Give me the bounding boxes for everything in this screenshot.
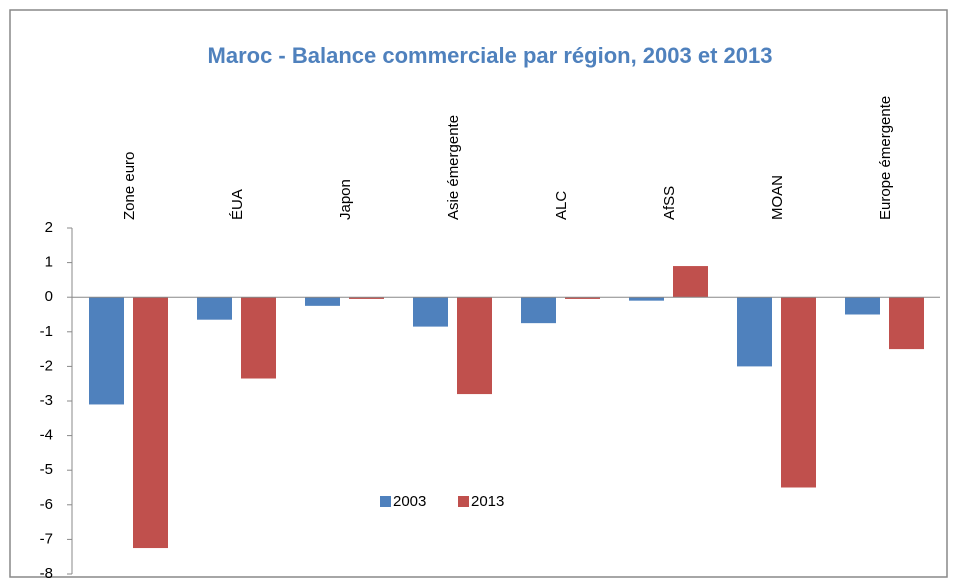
y-tick-label: -1 (40, 323, 53, 340)
x-tick-label: ALC (553, 191, 570, 220)
legend-swatch (380, 496, 391, 507)
bar (673, 266, 708, 298)
x-tick-label: AfSS (661, 186, 678, 220)
y-tick-label: -5 (40, 461, 53, 478)
legend-swatch (458, 496, 469, 507)
bar (349, 297, 384, 299)
bar (629, 297, 664, 301)
bar (241, 297, 276, 379)
y-tick-label: -2 (40, 357, 53, 374)
bar (565, 297, 600, 299)
bar (413, 297, 448, 327)
y-tick-label: -3 (40, 392, 53, 409)
x-tick-label: MOAN (769, 175, 786, 220)
x-tick-label: ÉUA (229, 189, 246, 220)
x-tick-label: Zone euro (121, 152, 138, 220)
x-tick-label: Japon (337, 179, 354, 220)
bar (781, 297, 816, 488)
x-tick-label: Europe émergente (877, 96, 894, 220)
bar (521, 297, 556, 324)
bar (197, 297, 232, 320)
bar (889, 297, 924, 350)
legend-label: 2013 (471, 493, 504, 510)
y-tick-label: 2 (45, 219, 53, 236)
bar (305, 297, 340, 306)
y-tick-label: -8 (40, 565, 53, 581)
bar (457, 297, 492, 395)
bar (737, 297, 772, 367)
y-tick-label: -7 (40, 530, 53, 547)
bar (845, 297, 880, 315)
legend-label: 2003 (393, 493, 426, 510)
bar (89, 297, 124, 405)
x-tick-label: Asie émergente (445, 115, 462, 220)
y-tick-label: 1 (45, 254, 53, 271)
y-tick-label: 0 (45, 288, 53, 305)
chart-title: Maroc - Balance commerciale par région, … (208, 43, 773, 68)
y-tick-label: -4 (40, 427, 53, 444)
y-tick-label: -6 (40, 496, 53, 513)
bar (133, 297, 168, 549)
